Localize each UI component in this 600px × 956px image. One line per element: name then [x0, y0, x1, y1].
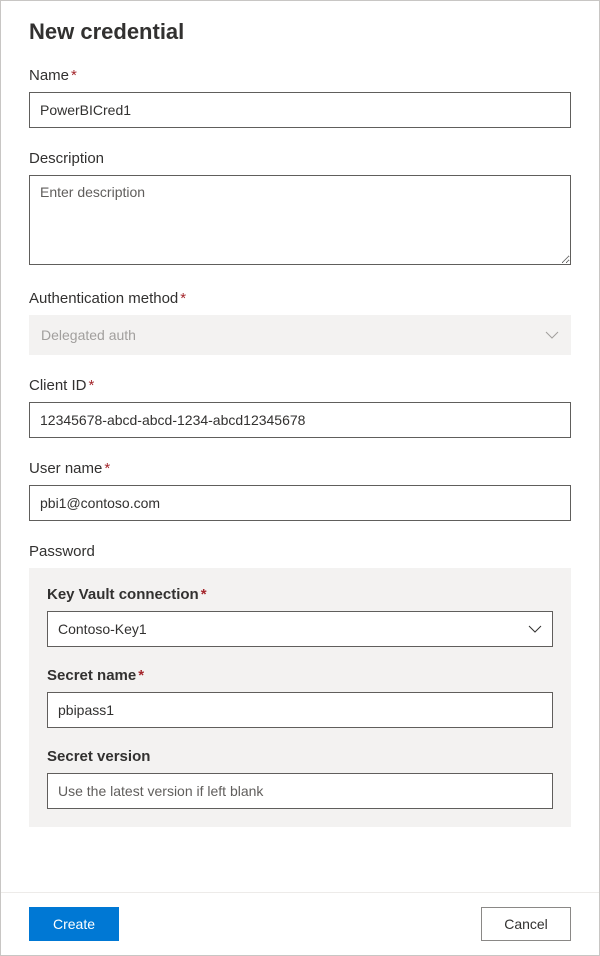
client-id-field: Client ID* — [29, 377, 571, 438]
secret-version-field: Secret version — [47, 748, 553, 809]
auth-method-value: Delegated auth — [41, 327, 136, 343]
secret-version-input[interactable] — [47, 773, 553, 809]
chevron-down-icon — [528, 622, 542, 636]
secret-name-input[interactable] — [47, 692, 553, 728]
new-credential-panel: New credential Name* Description Authent… — [0, 0, 600, 956]
secret-name-field: Secret name* — [47, 667, 553, 728]
cancel-button[interactable]: Cancel — [481, 907, 571, 941]
password-label: Password — [29, 543, 571, 560]
chevron-down-icon — [545, 328, 559, 342]
panel-title: New credential — [29, 19, 571, 45]
name-input[interactable] — [29, 92, 571, 128]
required-mark: * — [201, 586, 207, 603]
required-mark: * — [71, 67, 77, 84]
user-name-input[interactable] — [29, 485, 571, 521]
client-id-input[interactable] — [29, 402, 571, 438]
secret-name-label: Secret name* — [47, 667, 553, 684]
key-vault-label: Key Vault connection* — [47, 586, 553, 603]
create-button[interactable]: Create — [29, 907, 119, 941]
key-vault-value: Contoso-Key1 — [58, 621, 147, 637]
user-name-field: User name* — [29, 460, 571, 521]
key-vault-field: Key Vault connection* Contoso-Key1 — [47, 586, 553, 647]
required-mark: * — [104, 460, 110, 477]
required-mark: * — [180, 290, 186, 307]
client-id-label: Client ID* — [29, 377, 571, 394]
description-input[interactable] — [29, 175, 571, 265]
panel-footer: Create Cancel — [1, 892, 599, 955]
auth-method-select: Delegated auth — [29, 315, 571, 355]
key-vault-select[interactable]: Contoso-Key1 — [47, 611, 553, 647]
description-field: Description — [29, 150, 571, 268]
auth-method-field: Authentication method* Delegated auth — [29, 290, 571, 355]
required-mark: * — [138, 667, 144, 684]
name-field: Name* — [29, 67, 571, 128]
panel-body: New credential Name* Description Authent… — [1, 1, 599, 892]
description-label: Description — [29, 150, 571, 167]
password-section: Key Vault connection* Contoso-Key1 Secre… — [29, 568, 571, 827]
user-name-label: User name* — [29, 460, 571, 477]
auth-method-label: Authentication method* — [29, 290, 571, 307]
secret-version-label: Secret version — [47, 748, 553, 765]
password-field: Password Key Vault connection* Contoso-K… — [29, 543, 571, 827]
required-mark: * — [89, 377, 95, 394]
name-label: Name* — [29, 67, 571, 84]
